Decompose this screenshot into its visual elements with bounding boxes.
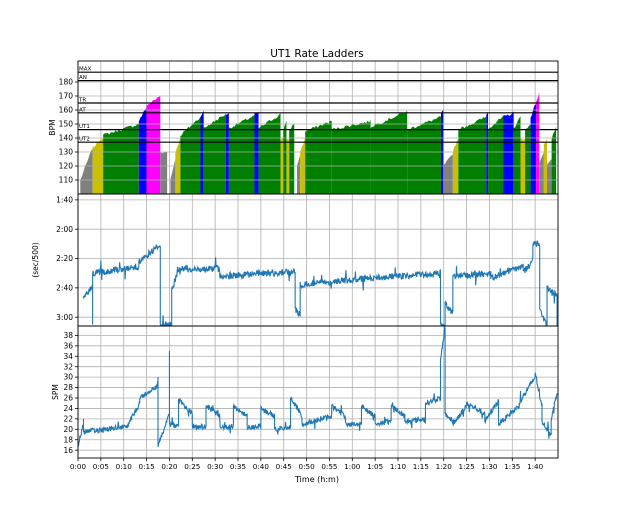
x-tick-label: 0:35 xyxy=(230,462,246,471)
x-tick-label: 0:50 xyxy=(299,462,316,471)
x-axis-label: Time (h:m) xyxy=(294,475,339,484)
hr-ytick-label: 130 xyxy=(59,148,74,157)
hr-zone-segment-ut1 xyxy=(331,119,371,194)
hr-zone-segment-rest xyxy=(547,159,552,194)
hr-zone-segment-rest xyxy=(443,154,453,194)
hr-zone-segment-ut1 xyxy=(203,113,226,194)
pace-ytick-label: 3:00 xyxy=(56,313,73,322)
x-tick-label: 0:40 xyxy=(253,462,270,471)
hr-zone-label: UT1 xyxy=(79,124,90,130)
x-tick-label: 0:55 xyxy=(321,462,337,471)
x-tick-label: 1:10 xyxy=(390,462,407,471)
hr-zone-segment-at xyxy=(503,111,514,194)
hr-zone-segment-at xyxy=(530,104,537,194)
x-tick-label: 0:10 xyxy=(116,462,133,471)
hr-zone-segment-ut1 xyxy=(551,126,557,194)
hr-zone-label: AT xyxy=(79,107,86,113)
pace-ytick-label: 2:20 xyxy=(56,254,73,263)
hr-zone-segment-tr xyxy=(146,96,161,194)
spm-ytick-label: 30 xyxy=(63,373,73,382)
hr-zone-segment-ut1 xyxy=(458,116,487,194)
chart-title: UT1 Rate Ladders xyxy=(270,48,363,60)
spm-ytick-label: 32 xyxy=(63,362,73,371)
spm-ytick-label: 18 xyxy=(63,435,73,444)
hr-zone-segment-ut1 xyxy=(305,120,332,194)
pace-ytick-label: 1:40 xyxy=(56,195,73,204)
hr-zone-segment-ut1 xyxy=(283,120,287,194)
x-tick-label: 1:15 xyxy=(413,462,429,471)
hr-ytick-label: 120 xyxy=(59,162,74,171)
x-tick-label: 1:25 xyxy=(459,462,475,471)
hr-zone-segment-at xyxy=(225,112,229,194)
x-tick-label: 0:25 xyxy=(184,462,200,471)
x-tick-label: 0:20 xyxy=(161,462,178,471)
spm-ytick-label: 28 xyxy=(63,383,73,392)
hr-zone-segment-ut1 xyxy=(488,115,504,194)
pace-panel: 1:40 2:00 2:20 2:40 3:00 (sec/500) xyxy=(31,193,559,327)
x-tick-label: 0:30 xyxy=(207,462,224,471)
hr-zone-segment-ut1 xyxy=(407,116,441,194)
hr-zone-label: TR xyxy=(78,98,86,104)
hr-ytick-label: 150 xyxy=(59,120,74,129)
hr-ytick-label: 160 xyxy=(59,106,74,115)
spm-ytick-label: 24 xyxy=(63,404,73,413)
pace-ylabel: (sec/500) xyxy=(31,242,40,277)
hr-zone-segment-rest xyxy=(80,149,93,194)
spm-ylabel: SPM xyxy=(51,384,60,400)
pace-ytick-label: 2:00 xyxy=(56,225,73,234)
hr-zone-segment-at xyxy=(254,111,259,194)
hr-zone-segment-ut2 xyxy=(286,138,290,194)
x-tick-label: 0:00 xyxy=(70,462,87,471)
spm-ytick-label: 26 xyxy=(63,394,73,403)
hr-zone-segment-ut1 xyxy=(258,113,281,194)
spm-axes-frame xyxy=(77,325,559,459)
hr-zone-segment-ut1 xyxy=(228,115,255,194)
pace-ytick-label: 2:40 xyxy=(56,283,73,292)
x-tick-label: 1:05 xyxy=(367,462,383,471)
hr-zone-segment-ut1 xyxy=(525,124,531,194)
spm-ytick-label: 36 xyxy=(63,341,73,350)
hr-zone-segment-rest xyxy=(539,152,544,194)
hr-zone-segment-ut2 xyxy=(543,138,548,194)
hr-zone-segment-tr xyxy=(536,92,540,194)
hr-zone-segment-at xyxy=(486,112,489,194)
hr-zone-segment-rest xyxy=(160,151,168,194)
hr-ytick-label: 140 xyxy=(59,134,74,143)
x-tick-label: 0:15 xyxy=(139,462,155,471)
heart-rate-panel: MAX AN TR AT UT1 UT2 110 120 130 140 150 160 170 180 B… xyxy=(48,60,559,195)
spm-ytick-label: 38 xyxy=(63,331,73,340)
spm-ytick-label: 22 xyxy=(63,414,73,423)
hr-zone-label: MAX xyxy=(79,67,92,73)
x-tick-label: 1:35 xyxy=(504,462,520,471)
hr-zone-label: UT2 xyxy=(79,137,90,143)
hr-zone-segment-rest xyxy=(170,159,176,194)
x-tick-label: 1:20 xyxy=(436,462,453,471)
spm-ytick-label: 16 xyxy=(63,446,73,455)
hr-zone-segment-at xyxy=(138,108,147,194)
x-tick-label: 1:00 xyxy=(344,462,361,471)
hr-zone-segment-ut1 xyxy=(289,124,295,194)
hr-zone-segment-ut1 xyxy=(180,116,201,194)
spm-ytick-label: 34 xyxy=(63,352,73,361)
hr-zone-segment-rest xyxy=(296,154,301,194)
hr-zone-segment-ut1 xyxy=(513,116,521,194)
pace-series-line xyxy=(82,240,558,327)
spm-series-line xyxy=(77,325,558,447)
hr-zone-segment-ut1 xyxy=(103,124,139,194)
x-tick-label: 1:40 xyxy=(527,462,544,471)
hr-ytick-label: 110 xyxy=(59,176,74,185)
hr-ylabel: BPM xyxy=(48,119,57,135)
x-tick-label: 0:05 xyxy=(93,462,109,471)
x-tick-label: 1:30 xyxy=(481,462,498,471)
hr-ytick-label: 180 xyxy=(59,78,74,87)
hr-zone-label: AN xyxy=(79,75,87,81)
hr-ytick-label: 170 xyxy=(59,92,74,101)
x-tick-label: 0:45 xyxy=(276,462,292,471)
spm-ytick-label: 20 xyxy=(63,425,73,434)
